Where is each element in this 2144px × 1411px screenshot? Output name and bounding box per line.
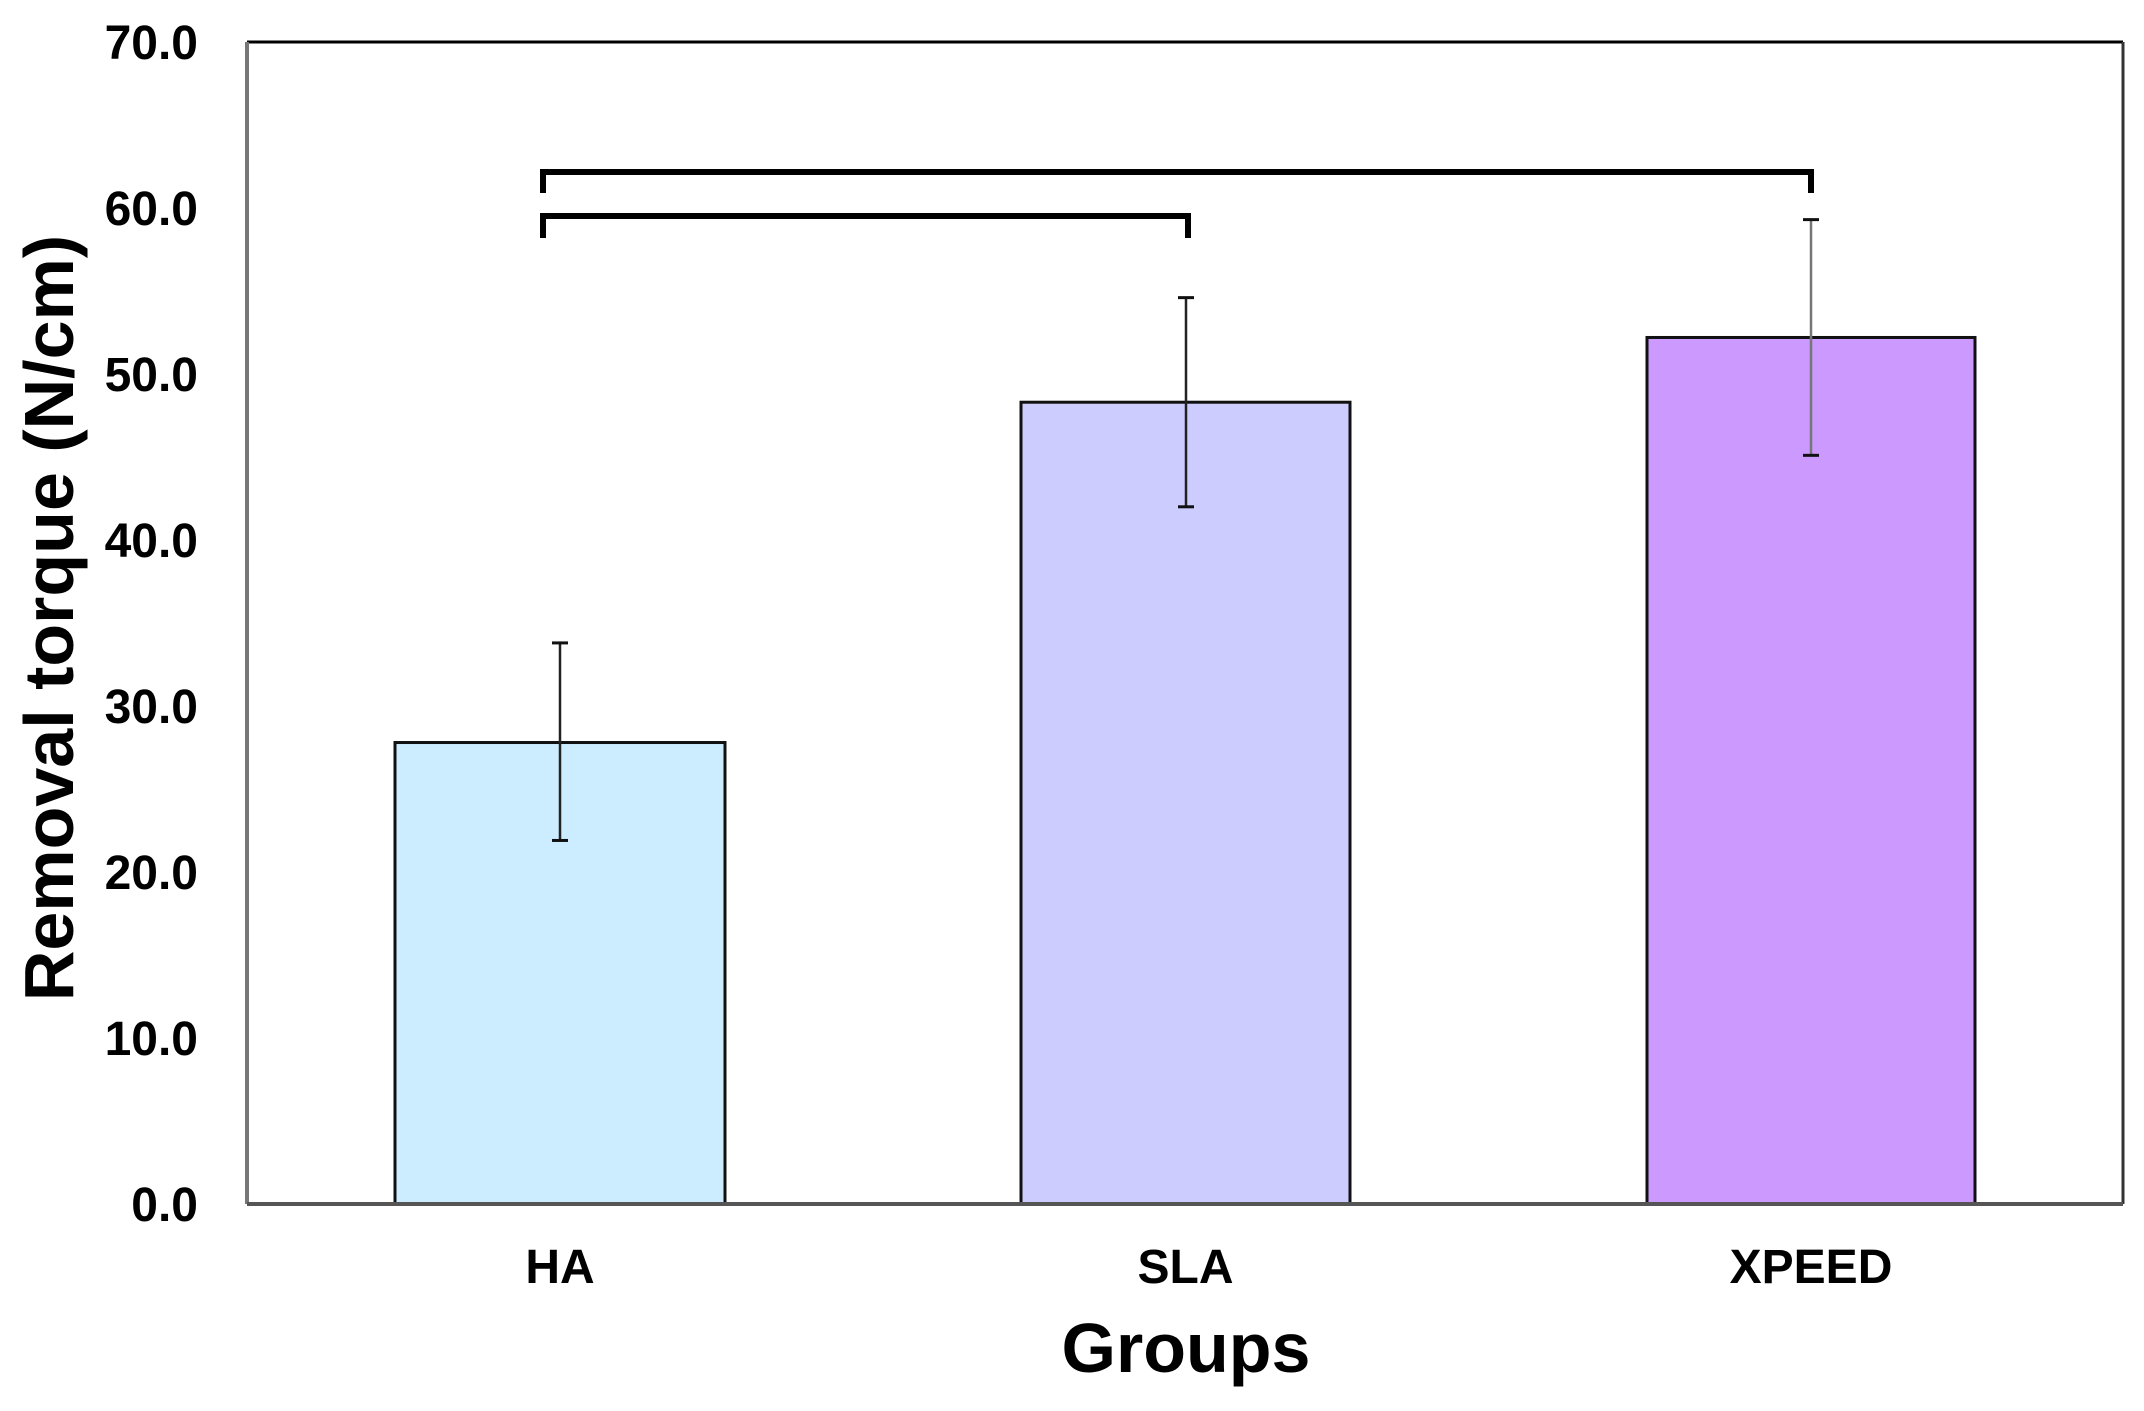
y-tick-label: 50.0 [105, 349, 198, 402]
bars [393, 335, 1977, 1206]
significance-bracket-ha-xpeed [540, 169, 1814, 193]
y-tick-label: 10.0 [105, 1013, 198, 1066]
y-tick-label: 20.0 [105, 847, 198, 900]
x-category-label: HA [525, 1241, 594, 1294]
y-tick-label: 0.0 [131, 1179, 198, 1232]
error-bar-sla [1178, 296, 1194, 509]
x-category-label: SLA [1138, 1241, 1234, 1294]
x-category-label: XPEED [1730, 1241, 1893, 1294]
bar-xpeed [1645, 335, 1977, 1206]
y-axis-tick-labels: 0.0 10.0 20.0 30.0 40.0 50.0 60.0 70.0 [105, 17, 198, 1232]
error-bar-ha [552, 641, 568, 842]
bar-sla [1019, 400, 1352, 1206]
y-tick-label: 30.0 [105, 681, 198, 734]
error-bar-xpeed [1803, 218, 1819, 457]
y-tick-label: 60.0 [105, 183, 198, 236]
significance-brackets [540, 169, 1814, 238]
error-bars [552, 218, 1819, 842]
x-axis-category-labels: HA SLA XPEED [525, 1241, 1892, 1294]
y-tick-label: 70.0 [105, 17, 198, 70]
y-tick-label: 40.0 [105, 515, 198, 568]
y-axis-title: Removal torque (N/cm) [10, 235, 88, 1001]
x-axis-title: Groups [1062, 1309, 1311, 1387]
plot-frame [245, 40, 2125, 1206]
significance-bracket-ha-sla [540, 213, 1191, 238]
